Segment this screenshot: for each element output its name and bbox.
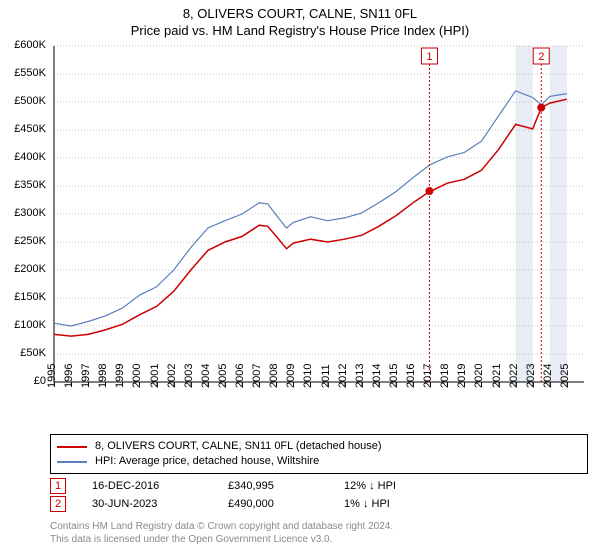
svg-text:1: 1: [426, 51, 432, 63]
y-tick-label: £50K: [2, 347, 46, 359]
sale-marker-icon: 1: [50, 478, 66, 494]
x-tick-label: 2019: [456, 364, 468, 388]
x-tick-label: 2012: [337, 364, 349, 388]
footer-line: This data is licensed under the Open Gov…: [50, 533, 588, 546]
y-tick-label: £500K: [2, 95, 46, 107]
x-tick-label: 2010: [302, 364, 314, 388]
legend-swatch: [57, 446, 87, 448]
chart-subtitle: Price paid vs. HM Land Registry's House …: [0, 21, 600, 42]
x-tick-label: 2022: [508, 364, 520, 388]
y-tick-label: £200K: [2, 263, 46, 275]
y-tick-label: £150K: [2, 291, 46, 303]
y-tick-label: £450K: [2, 123, 46, 135]
x-tick-label: 2003: [183, 364, 195, 388]
x-tick-label: 2008: [268, 364, 280, 388]
x-tick-label: 1998: [97, 364, 109, 388]
x-tick-label: 2018: [439, 364, 451, 388]
sale-date: 30-JUN-2023: [92, 498, 202, 510]
svg-text:2: 2: [538, 51, 544, 63]
x-tick-label: 2007: [251, 364, 263, 388]
x-tick-label: 1996: [63, 364, 75, 388]
x-tick-label: 1997: [80, 364, 92, 388]
sale-delta: 1% ↓ HPI: [344, 498, 390, 510]
chart-plot: 12 £0£50K£100K£150K£200K£250K£300K£350K£…: [50, 42, 588, 388]
sale-date: 16-DEC-2016: [92, 480, 202, 492]
x-tick-label: 2006: [234, 364, 246, 388]
x-axis-labels: 1995199619971998199920002001200220032004…: [50, 388, 600, 428]
x-tick-label: 2021: [491, 364, 503, 388]
x-tick-label: 2011: [320, 364, 332, 388]
sale-delta: 12% ↓ HPI: [344, 480, 396, 492]
x-tick-label: 2009: [285, 364, 297, 388]
legend-label: HPI: Average price, detached house, Wilt…: [95, 454, 319, 469]
x-tick-label: 2025: [559, 364, 571, 388]
sale-row: 1 16-DEC-2016 £340,995 12% ↓ HPI: [50, 478, 588, 494]
sale-price: £490,000: [228, 498, 318, 510]
x-tick-label: 2005: [217, 364, 229, 388]
y-tick-label: £300K: [2, 207, 46, 219]
sale-marker-icon: 2: [50, 496, 66, 512]
legend-item: HPI: Average price, detached house, Wilt…: [57, 454, 581, 469]
x-tick-label: 2000: [131, 364, 143, 388]
chart-svg: 12: [50, 42, 588, 388]
x-tick-label: 2002: [166, 364, 178, 388]
x-tick-label: 2014: [371, 364, 383, 388]
legend-swatch: [57, 461, 87, 463]
footer-attribution: Contains HM Land Registry data © Crown c…: [50, 520, 588, 546]
price-chart-container: { "title": "8, OLIVERS COURT, CALNE, SN1…: [0, 0, 600, 560]
x-tick-label: 2020: [473, 364, 485, 388]
x-tick-label: 2013: [354, 364, 366, 388]
chart-title: 8, OLIVERS COURT, CALNE, SN11 0FL: [0, 0, 600, 21]
sale-price: £340,995: [228, 480, 318, 492]
x-tick-label: 2024: [542, 364, 554, 388]
y-tick-label: £100K: [2, 319, 46, 331]
x-tick-label: 2023: [525, 364, 537, 388]
x-tick-label: 2001: [149, 364, 161, 388]
y-tick-label: £0: [2, 375, 46, 387]
y-tick-label: £600K: [2, 39, 46, 51]
footer-line: Contains HM Land Registry data © Crown c…: [50, 520, 588, 533]
y-tick-label: £350K: [2, 179, 46, 191]
x-tick-label: 2016: [405, 364, 417, 388]
sales-table: 1 16-DEC-2016 £340,995 12% ↓ HPI 2 30-JUN-202…: [0, 478, 600, 512]
y-tick-label: £550K: [2, 67, 46, 79]
x-tick-label: 2017: [422, 364, 434, 388]
x-tick-label: 1999: [114, 364, 126, 388]
x-tick-label: 1995: [46, 364, 58, 388]
sale-row: 2 30-JUN-2023 £490,000 1% ↓ HPI: [50, 496, 588, 512]
legend: 8, OLIVERS COURT, CALNE, SN11 0FL (detac…: [50, 434, 588, 474]
legend-item: 8, OLIVERS COURT, CALNE, SN11 0FL (detac…: [57, 439, 581, 454]
x-tick-label: 2004: [200, 364, 212, 388]
legend-label: 8, OLIVERS COURT, CALNE, SN11 0FL (detac…: [95, 439, 382, 454]
y-tick-label: £250K: [2, 235, 46, 247]
y-tick-label: £400K: [2, 151, 46, 163]
x-tick-label: 2015: [388, 364, 400, 388]
